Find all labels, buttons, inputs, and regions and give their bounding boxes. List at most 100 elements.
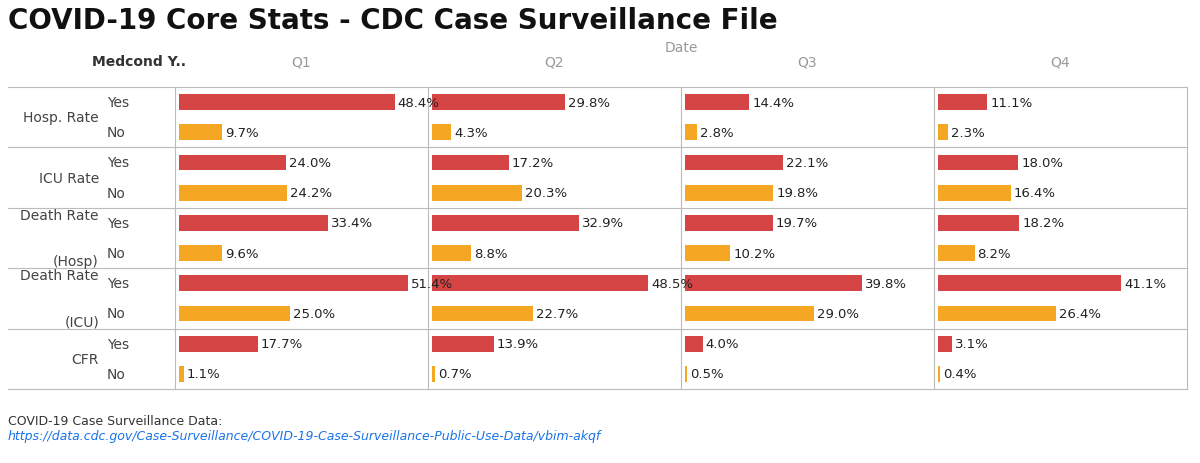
Text: Yes: Yes bbox=[107, 96, 130, 110]
Text: ICU Rate: ICU Rate bbox=[38, 171, 98, 185]
Text: 22.1%: 22.1% bbox=[786, 156, 829, 169]
Text: Q2: Q2 bbox=[545, 55, 564, 69]
Text: Yes: Yes bbox=[107, 216, 130, 231]
Bar bbox=[685, 186, 773, 201]
Bar bbox=[179, 246, 222, 262]
Bar bbox=[432, 95, 565, 111]
Text: 8.8%: 8.8% bbox=[474, 247, 508, 260]
Text: 0.5%: 0.5% bbox=[690, 368, 724, 381]
Text: (ICU): (ICU) bbox=[65, 315, 98, 329]
Bar bbox=[685, 125, 697, 141]
Text: 24.0%: 24.0% bbox=[289, 156, 331, 169]
Bar bbox=[179, 186, 287, 201]
Text: 2.3%: 2.3% bbox=[952, 126, 985, 139]
Text: 29.8%: 29.8% bbox=[568, 96, 610, 109]
Bar bbox=[938, 125, 948, 141]
Text: 29.0%: 29.0% bbox=[817, 307, 859, 320]
Text: 11.1%: 11.1% bbox=[990, 96, 1033, 109]
Text: 14.4%: 14.4% bbox=[752, 96, 794, 109]
Text: Yes: Yes bbox=[107, 277, 130, 291]
Bar bbox=[432, 186, 522, 201]
Bar bbox=[685, 246, 731, 262]
Bar bbox=[685, 276, 863, 292]
Text: Medcond Y..: Medcond Y.. bbox=[92, 55, 186, 69]
Bar bbox=[938, 155, 1018, 171]
Text: 32.9%: 32.9% bbox=[582, 217, 624, 230]
Text: 41.1%: 41.1% bbox=[1124, 277, 1166, 290]
Text: 4.0%: 4.0% bbox=[706, 338, 739, 350]
Text: 13.9%: 13.9% bbox=[497, 338, 539, 350]
Text: COVID-19 Case Surveillance Data:: COVID-19 Case Surveillance Data: bbox=[8, 414, 222, 427]
Text: 0.7%: 0.7% bbox=[438, 368, 472, 381]
Bar bbox=[938, 186, 1012, 201]
Text: No: No bbox=[107, 367, 126, 381]
Text: 16.4%: 16.4% bbox=[1014, 187, 1056, 200]
Text: 9.7%: 9.7% bbox=[226, 126, 259, 139]
Bar bbox=[432, 246, 472, 262]
Text: Q3: Q3 bbox=[798, 55, 817, 69]
Text: 18.0%: 18.0% bbox=[1021, 156, 1063, 169]
Bar bbox=[938, 336, 952, 352]
Text: 10.2%: 10.2% bbox=[733, 247, 775, 260]
Bar bbox=[179, 155, 286, 171]
Text: Yes: Yes bbox=[107, 337, 130, 351]
Text: 4.3%: 4.3% bbox=[454, 126, 487, 139]
Text: Date: Date bbox=[665, 41, 697, 55]
Text: 22.7%: 22.7% bbox=[536, 307, 578, 320]
Text: No: No bbox=[107, 307, 126, 321]
Bar bbox=[432, 306, 533, 322]
Text: 1.1%: 1.1% bbox=[187, 368, 221, 381]
Text: 26.4%: 26.4% bbox=[1058, 307, 1100, 320]
Bar bbox=[432, 336, 494, 352]
Bar bbox=[685, 366, 688, 382]
Text: 19.7%: 19.7% bbox=[775, 217, 818, 230]
Text: 48.4%: 48.4% bbox=[397, 96, 439, 109]
Bar bbox=[432, 366, 436, 382]
Text: 17.7%: 17.7% bbox=[260, 338, 304, 350]
Text: Q1: Q1 bbox=[292, 55, 311, 69]
Text: No: No bbox=[107, 126, 126, 140]
Text: Q4: Q4 bbox=[1051, 55, 1070, 69]
Bar bbox=[685, 306, 814, 322]
Bar bbox=[179, 306, 290, 322]
Bar bbox=[179, 336, 258, 352]
Text: Death Rate: Death Rate bbox=[20, 269, 98, 283]
Text: 19.8%: 19.8% bbox=[776, 187, 818, 200]
Bar bbox=[179, 216, 328, 231]
Text: 3.1%: 3.1% bbox=[955, 338, 989, 350]
Text: (Hosp): (Hosp) bbox=[53, 255, 98, 269]
Bar bbox=[938, 95, 988, 111]
Text: 8.2%: 8.2% bbox=[978, 247, 1012, 260]
Bar bbox=[685, 336, 703, 352]
Text: 20.3%: 20.3% bbox=[526, 187, 568, 200]
Bar bbox=[179, 125, 222, 141]
Text: Death Rate: Death Rate bbox=[20, 208, 98, 222]
Text: 33.4%: 33.4% bbox=[331, 217, 373, 230]
Text: https://data.cdc.gov/Case-Surveillance/COVID-19-Case-Surveillance-Public-Use-Dat: https://data.cdc.gov/Case-Surveillance/C… bbox=[8, 429, 601, 442]
Text: 24.2%: 24.2% bbox=[290, 187, 332, 200]
Text: Yes: Yes bbox=[107, 156, 130, 170]
Text: 25.0%: 25.0% bbox=[293, 307, 336, 320]
Bar bbox=[179, 276, 408, 292]
Bar bbox=[938, 306, 1056, 322]
Text: 9.6%: 9.6% bbox=[224, 247, 258, 260]
Bar bbox=[685, 216, 773, 231]
Text: COVID-19 Core Stats - CDC Case Surveillance File: COVID-19 Core Stats - CDC Case Surveilla… bbox=[8, 7, 778, 35]
Bar bbox=[432, 216, 578, 231]
Text: 17.2%: 17.2% bbox=[511, 156, 554, 169]
Text: 18.2%: 18.2% bbox=[1022, 217, 1064, 230]
Text: No: No bbox=[107, 186, 126, 200]
Bar bbox=[179, 366, 184, 382]
Text: 2.8%: 2.8% bbox=[701, 126, 734, 139]
Text: 0.4%: 0.4% bbox=[943, 368, 977, 381]
Text: 39.8%: 39.8% bbox=[865, 277, 907, 290]
Bar bbox=[938, 246, 974, 262]
Bar bbox=[938, 366, 940, 382]
Text: 48.5%: 48.5% bbox=[652, 277, 694, 290]
Bar bbox=[938, 276, 1121, 292]
Text: 51.4%: 51.4% bbox=[410, 277, 454, 290]
Bar bbox=[685, 95, 749, 111]
Bar bbox=[179, 95, 395, 111]
Text: No: No bbox=[107, 247, 126, 261]
Text: Hosp. Rate: Hosp. Rate bbox=[23, 111, 98, 125]
